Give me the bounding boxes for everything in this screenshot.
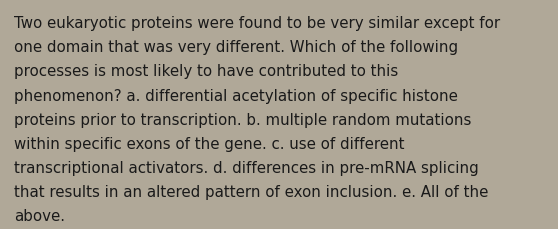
Text: transcriptional activators. d. differences in pre-mRNA splicing: transcriptional activators. d. differenc… bbox=[14, 160, 479, 175]
Text: phenomenon? a. differential acetylation of specific histone: phenomenon? a. differential acetylation … bbox=[14, 88, 458, 103]
Text: that results in an altered pattern of exon inclusion. e. All of the: that results in an altered pattern of ex… bbox=[14, 184, 488, 199]
Text: above.: above. bbox=[14, 208, 65, 223]
Text: proteins prior to transcription. b. multiple random mutations: proteins prior to transcription. b. mult… bbox=[14, 112, 472, 127]
Text: processes is most likely to have contributed to this: processes is most likely to have contrib… bbox=[14, 64, 398, 79]
Text: Two eukaryotic proteins were found to be very similar except for: Two eukaryotic proteins were found to be… bbox=[14, 16, 500, 31]
Text: one domain that was very different. Which of the following: one domain that was very different. Whic… bbox=[14, 40, 458, 55]
Text: within specific exons of the gene. c. use of different: within specific exons of the gene. c. us… bbox=[14, 136, 405, 151]
